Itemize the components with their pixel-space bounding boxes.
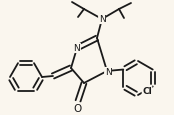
- Text: N: N: [74, 44, 80, 53]
- Text: N: N: [99, 15, 105, 24]
- Text: N: N: [105, 68, 111, 77]
- Text: Cl: Cl: [142, 87, 152, 96]
- Text: O: O: [73, 103, 81, 113]
